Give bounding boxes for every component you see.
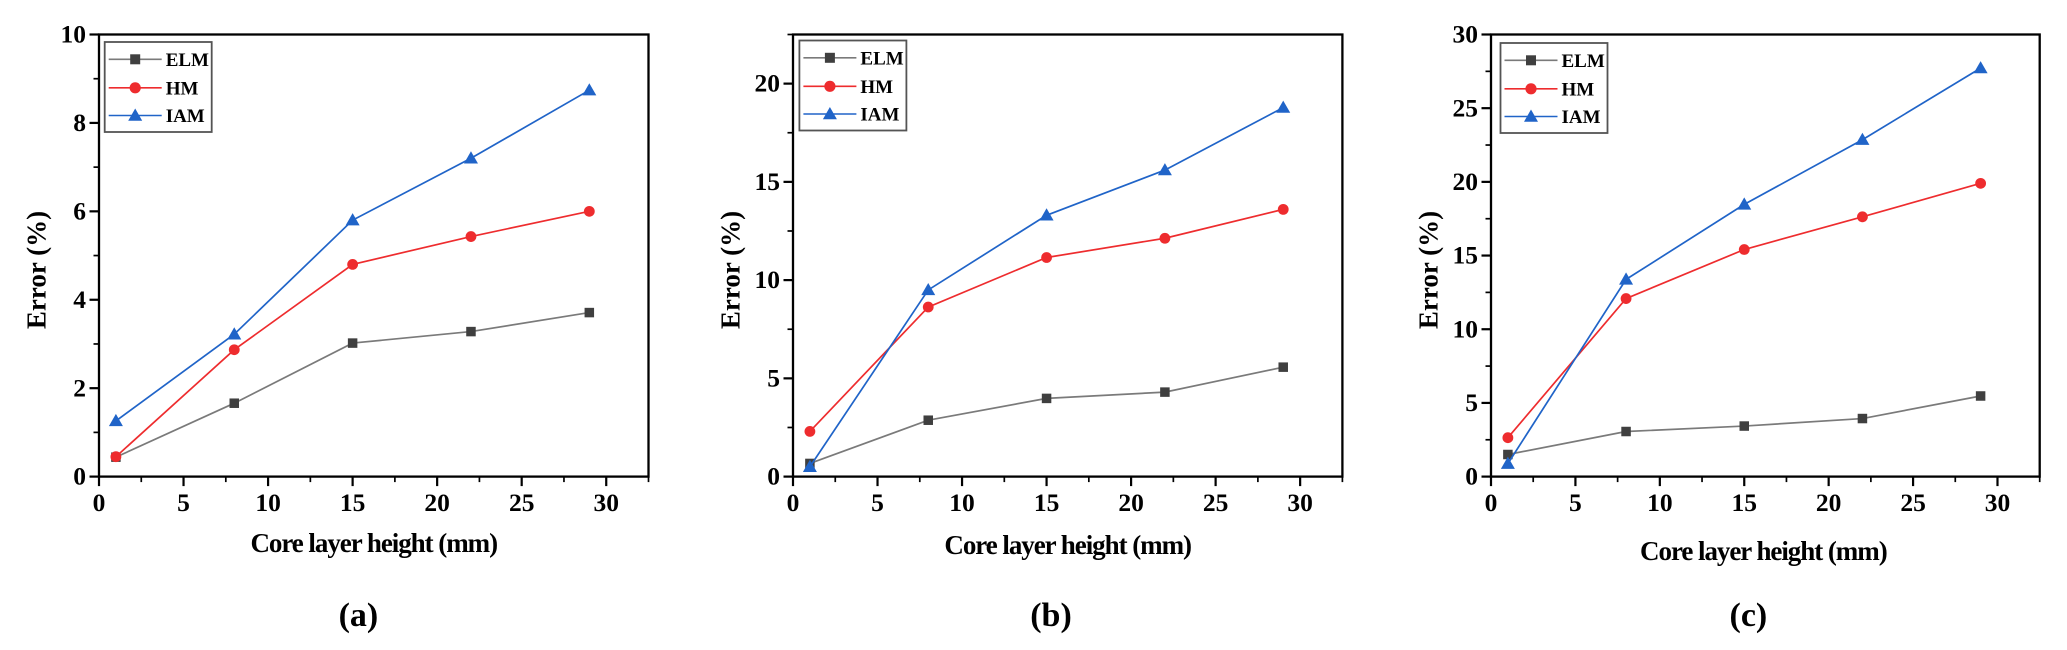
- svg-text:(c): (c): [1730, 597, 1768, 634]
- svg-text:2: 2: [73, 373, 86, 402]
- svg-text:30: 30: [593, 488, 619, 517]
- svg-text:HM: HM: [166, 78, 199, 99]
- svg-text:Core layer height (mm): Core layer height (mm): [1640, 536, 1887, 566]
- svg-text:0: 0: [1465, 462, 1478, 491]
- svg-text:Error (%): Error (%): [716, 211, 746, 329]
- svg-text:4: 4: [73, 285, 86, 314]
- svg-text:20: 20: [424, 488, 450, 517]
- svg-text:(a): (a): [339, 597, 379, 634]
- svg-text:0: 0: [767, 462, 780, 491]
- svg-text:ELM: ELM: [860, 48, 903, 69]
- svg-text:20: 20: [1453, 167, 1479, 196]
- svg-text:5: 5: [1465, 388, 1478, 417]
- svg-text:30: 30: [1453, 20, 1479, 49]
- svg-text:ELM: ELM: [1562, 51, 1605, 72]
- svg-text:25: 25: [1203, 488, 1229, 517]
- svg-text:10: 10: [255, 488, 281, 517]
- svg-text:IAM: IAM: [860, 105, 899, 126]
- svg-text:10: 10: [1647, 488, 1673, 517]
- svg-text:10: 10: [755, 265, 781, 294]
- svg-text:10: 10: [1453, 314, 1479, 343]
- svg-text:(b): (b): [1030, 597, 1072, 634]
- svg-text:20: 20: [755, 69, 781, 98]
- svg-text:0: 0: [787, 488, 800, 517]
- svg-text:5: 5: [177, 488, 190, 517]
- svg-text:15: 15: [340, 488, 366, 517]
- svg-text:ELM: ELM: [166, 50, 209, 71]
- svg-text:Error (%): Error (%): [1414, 211, 1444, 329]
- svg-text:25: 25: [509, 488, 535, 517]
- svg-text:0: 0: [1485, 488, 1498, 517]
- svg-text:6: 6: [73, 196, 86, 225]
- svg-text:0: 0: [93, 488, 106, 517]
- svg-text:IAM: IAM: [166, 106, 205, 127]
- svg-text:HM: HM: [1562, 79, 1595, 100]
- svg-text:Core layer height (mm): Core layer height (mm): [250, 528, 497, 558]
- svg-text:10: 10: [61, 20, 87, 49]
- svg-text:5: 5: [767, 363, 780, 392]
- svg-text:15: 15: [1034, 488, 1060, 517]
- svg-text:30: 30: [1287, 488, 1313, 517]
- svg-text:Core layer height (mm): Core layer height (mm): [944, 530, 1191, 560]
- svg-text:15: 15: [755, 167, 781, 196]
- svg-text:15: 15: [1732, 488, 1758, 517]
- svg-text:5: 5: [1569, 488, 1582, 517]
- svg-text:25: 25: [1453, 93, 1479, 122]
- svg-text:8: 8: [73, 108, 86, 137]
- svg-text:20: 20: [1816, 488, 1842, 517]
- svg-text:Error (%): Error (%): [22, 211, 52, 329]
- svg-text:HM: HM: [860, 77, 893, 98]
- svg-text:15: 15: [1453, 241, 1479, 270]
- svg-text:5: 5: [871, 488, 884, 517]
- svg-text:20: 20: [1118, 488, 1144, 517]
- svg-text:IAM: IAM: [1562, 107, 1601, 128]
- svg-text:0: 0: [73, 462, 86, 491]
- svg-text:25: 25: [1900, 488, 1926, 517]
- svg-text:10: 10: [949, 488, 975, 517]
- svg-text:30: 30: [1985, 488, 2011, 517]
